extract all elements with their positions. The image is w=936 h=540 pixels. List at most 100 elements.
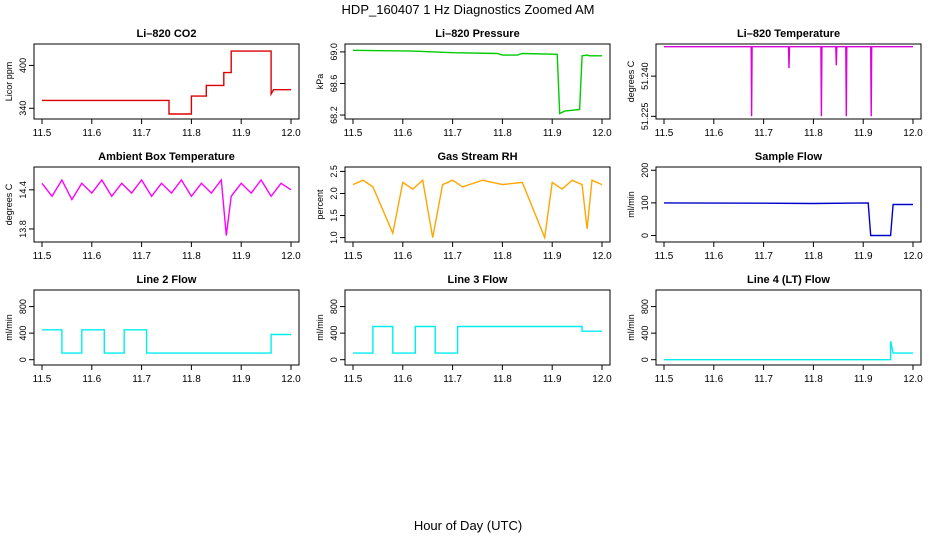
x-tick-label: 11.8 <box>493 251 512 262</box>
x-tick-label: 11.5 <box>655 251 674 262</box>
panel-title: Ambient Box Temperature <box>98 151 235 163</box>
x-tick-label: 11.8 <box>493 128 512 139</box>
plot-frame <box>655 166 922 243</box>
x-tick-label: 11.5 <box>344 128 363 139</box>
x-tick-label: 11.9 <box>854 374 873 385</box>
chart-panel-9: Line 4 (LT) Flow 11.5 11.6 11.7 11.8 11.9 12.0… <box>626 274 923 385</box>
y-axis-label: ml/min <box>315 314 325 341</box>
panel-title: Line 3 Flow <box>448 274 508 286</box>
series-line-1 <box>352 178 603 241</box>
series-line-1 <box>353 325 602 354</box>
plot-frame <box>33 166 300 243</box>
y-axis-label: degrees C <box>626 60 636 102</box>
chart-panel-8: Line 3 Flow 11.5 11.6 11.7 11.8 11.9 12.0 0 400 8… <box>315 274 612 385</box>
y-tick-label: 1.5 <box>329 209 339 222</box>
x-tick-label: 12.0 <box>281 128 301 139</box>
x-tick-label: 11.7 <box>132 128 151 139</box>
y-tick-label: 69.0 <box>329 43 339 61</box>
x-tick-label: 11.8 <box>182 374 201 385</box>
y-tick-label: 14.4 <box>18 181 28 199</box>
y-tick-label: 0 <box>329 357 339 362</box>
plot-frame <box>344 289 611 366</box>
y-tick-label: 400 <box>329 326 339 341</box>
y-axis-label: percent <box>315 189 325 220</box>
x-tick-label: 11.5 <box>344 251 363 262</box>
plot-frame <box>33 43 300 120</box>
x-tick-label: 11.7 <box>443 128 462 139</box>
y-tick-label: 2.0 <box>329 187 339 200</box>
panel-title: Line 4 (LT) Flow <box>747 274 830 286</box>
x-tick-label: 11.5 <box>655 374 674 385</box>
y-axis-label: ml/min <box>626 314 636 341</box>
x-tick-label: 11.6 <box>82 251 101 262</box>
y-axis-label: degrees C <box>4 183 14 225</box>
x-tick-label: 12.0 <box>281 251 301 262</box>
figure-title: HDP_160407 1 Hz Diagnostics Zoomed AM <box>341 2 595 17</box>
x-tick-label: 11.7 <box>443 251 462 262</box>
y-tick-label: 400 <box>18 58 28 73</box>
x-tick-label: 11.9 <box>854 251 873 262</box>
series-line-1 <box>41 178 292 236</box>
x-tick-label: 11.6 <box>704 128 723 139</box>
x-tick-label: 12.0 <box>903 374 923 385</box>
x-tick-label: 11.5 <box>33 128 52 139</box>
plot-frame <box>344 43 611 120</box>
x-tick-label: 11.7 <box>754 251 773 262</box>
x-tick-label: 11.9 <box>543 128 562 139</box>
panel-title: Li–820 Pressure <box>435 28 519 40</box>
y-tick-label: 400 <box>640 326 650 341</box>
series-line-1 <box>664 46 913 117</box>
y-tick-label: 0 <box>640 233 650 238</box>
x-tick-label: 11.7 <box>754 374 773 385</box>
panel-title: Line 2 Flow <box>137 274 197 286</box>
y-tick-label: 340 <box>18 101 28 116</box>
figure-x-label: Hour of Day (UTC) <box>413 518 523 533</box>
series-line-1 <box>352 49 602 115</box>
x-tick-label: 12.0 <box>592 128 612 139</box>
y-tick-label: 68.2 <box>329 106 339 124</box>
panel-title: Sample Flow <box>755 151 823 163</box>
x-tick-label: 11.6 <box>393 374 412 385</box>
x-tick-label: 11.9 <box>232 128 251 139</box>
y-tick-label: 800 <box>18 299 28 314</box>
plot-frame <box>655 289 922 366</box>
x-tick-label: 12.0 <box>281 374 301 385</box>
plot-frame <box>655 43 922 120</box>
chart-panel-7: Line 2 Flow 11.5 11.6 11.7 11.8 11.9 12.0 0 400 8… <box>4 274 301 385</box>
y-axis-label: kPa <box>315 74 325 90</box>
series-line-1 <box>42 329 291 354</box>
x-tick-label: 11.9 <box>232 251 251 262</box>
x-tick-label: 11.7 <box>132 374 151 385</box>
series-line-1 <box>664 340 913 361</box>
x-tick-label: 11.6 <box>704 374 723 385</box>
y-tick-label: 68.6 <box>329 75 339 93</box>
x-tick-label: 11.6 <box>82 128 101 139</box>
y-tick-label: 13.8 <box>18 220 28 238</box>
y-tick-label: 0 <box>640 357 650 362</box>
y-tick-label: 100 <box>640 195 650 210</box>
x-tick-label: 12.0 <box>592 251 612 262</box>
y-axis-label: ml/min <box>626 191 636 218</box>
x-tick-label: 11.7 <box>443 374 462 385</box>
x-tick-label: 11.6 <box>704 251 723 262</box>
y-tick-label: 400 <box>18 326 28 341</box>
x-tick-label: 11.6 <box>393 128 412 139</box>
x-tick-label: 11.5 <box>655 128 674 139</box>
panel-title: Li–820 Temperature <box>737 28 840 40</box>
y-tick-label: 200 <box>640 163 650 178</box>
chart-panel-6: Sample Flow 11.5 11.6 11.7 11.8 11.9 12.0 0 100 2… <box>626 151 923 262</box>
series-line-1 <box>663 202 913 237</box>
x-tick-label: 11.8 <box>493 374 512 385</box>
x-tick-label: 12.0 <box>903 128 923 139</box>
y-tick-label: 2.5 <box>329 165 339 178</box>
y-tick-label: 800 <box>640 299 650 314</box>
y-tick-label: 51.240 <box>640 62 650 90</box>
x-tick-label: 11.8 <box>182 251 201 262</box>
x-tick-label: 11.8 <box>804 374 823 385</box>
chart-panel-3: Li–820 Temperature 11.5 11.6 11.7 11.8 11.9 12… <box>626 28 923 139</box>
x-tick-label: 11.8 <box>804 128 823 139</box>
x-tick-label: 11.9 <box>232 374 251 385</box>
x-tick-label: 11.7 <box>132 251 151 262</box>
x-tick-label: 12.0 <box>592 374 612 385</box>
